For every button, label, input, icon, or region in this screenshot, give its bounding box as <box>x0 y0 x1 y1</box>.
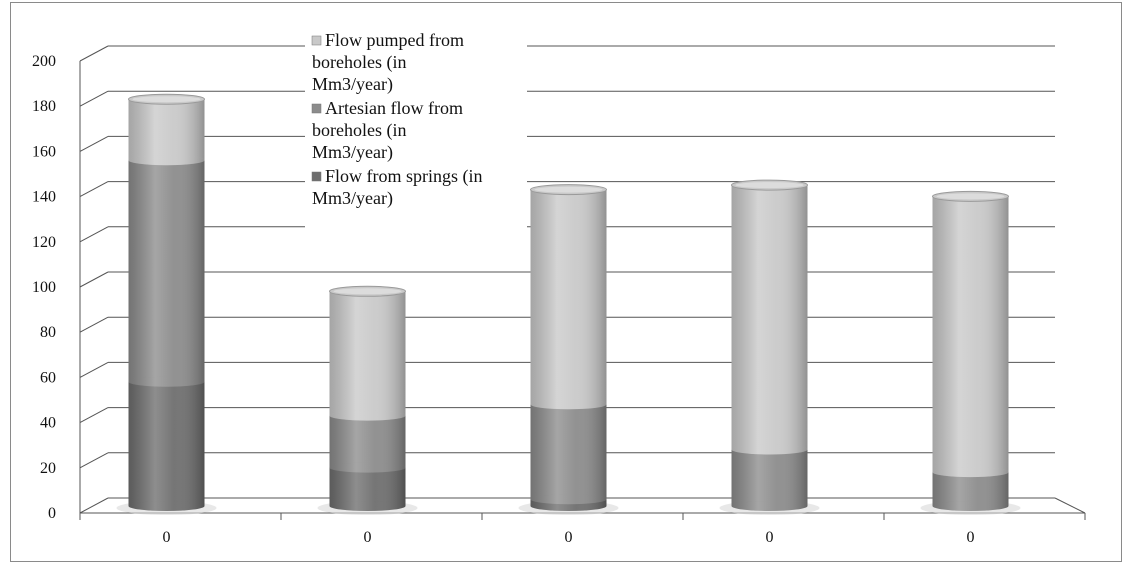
bar-segment-shade <box>530 189 607 405</box>
bar-segment-shade <box>128 160 205 382</box>
floor-right-edge <box>1054 497 1086 514</box>
bar-segment-bottom-shade <box>932 467 1009 478</box>
bar-segment-shade <box>128 99 205 161</box>
wall-gridline <box>79 271 109 288</box>
x-tick-label: 0 <box>565 529 573 546</box>
y-tick-label: 120 <box>32 234 56 251</box>
bar-segment-shade <box>530 404 607 500</box>
bar-top-highlight <box>936 193 1005 200</box>
bar-top-cap <box>128 93 205 105</box>
x-tick-label: 0 <box>364 529 372 546</box>
bar-segment-shade <box>329 415 406 468</box>
bar-segment-bottom-shade <box>128 501 205 511</box>
legend: Flow pumped from boreholes (in Mm3/year)Ar… <box>305 26 527 238</box>
bar-top-cap <box>530 184 607 196</box>
y-tick-label: 200 <box>32 53 56 70</box>
legend-swatch <box>311 103 322 114</box>
wall-gridline <box>79 316 109 333</box>
bar-segment-bottom-shade <box>530 494 607 505</box>
bar-segment-shade <box>128 381 205 506</box>
legend-swatch <box>311 171 322 182</box>
legend-swatch <box>311 35 322 46</box>
bar-stack <box>518 184 619 515</box>
wall-gridline <box>79 90 109 107</box>
y-tick-label: 80 <box>40 324 56 341</box>
bar-stack <box>317 285 418 515</box>
bar-stack <box>920 190 1021 515</box>
legend-item: Artesian flow from boreholes (in Mm3/year) <box>311 98 463 163</box>
bar-segment-shade <box>731 185 808 450</box>
bar-segment-shade <box>329 291 406 416</box>
bar-segment-bottom-shade <box>731 444 808 455</box>
bar-top-cap <box>731 179 808 191</box>
legend-label: Artesian flow from boreholes (in Mm3/year) <box>312 98 463 163</box>
bar-segment-shade <box>932 196 1009 473</box>
bar-segment-bottom-shade <box>530 399 607 410</box>
bar-top-cap <box>932 190 1009 202</box>
legend-label: Flow pumped from boreholes (in Mm3/year) <box>312 30 464 95</box>
bar-segment-bottom-shade <box>932 501 1009 511</box>
bar-top-highlight <box>735 182 804 189</box>
x-tick-label: 0 <box>766 529 774 546</box>
x-tick-label: 0 <box>163 529 171 546</box>
wall-gridline <box>79 226 109 243</box>
y-tick-label: 60 <box>40 369 56 386</box>
y-tick-label: 100 <box>32 279 56 296</box>
bar-segment-shade <box>932 472 1009 506</box>
bar-segment-bottom-shade <box>731 501 808 511</box>
bar-top-highlight <box>534 186 603 193</box>
bar-segment-bottom-shade <box>128 376 205 387</box>
y-tick-label: 40 <box>40 415 56 432</box>
y-tick-label: 160 <box>32 143 56 160</box>
bar-segment-bottom-shade <box>329 462 406 473</box>
y-tick-label: 140 <box>32 189 56 206</box>
wall-gridline <box>79 181 109 198</box>
wall-gridline <box>79 361 109 378</box>
y-tick-label: 20 <box>40 460 56 477</box>
bar-top-highlight <box>132 96 201 103</box>
bar-segment-shade <box>731 449 808 506</box>
bar-segment-bottom-shade <box>329 410 406 421</box>
wall-gridline <box>79 407 109 424</box>
bar-segment-shade <box>329 467 406 506</box>
wall-gridline <box>79 135 109 152</box>
y-tick-label: 180 <box>32 98 56 115</box>
x-tick-label: 0 <box>967 529 975 546</box>
legend-item: Flow pumped from boreholes (in Mm3/year) <box>311 30 464 95</box>
bar-top-highlight <box>333 288 402 295</box>
wall-gridline <box>79 452 109 469</box>
legend-background <box>305 26 527 238</box>
bar-segment-bottom-shade <box>128 155 205 166</box>
bar-top-cap <box>329 285 406 297</box>
legend-label: Flow from springs (in Mm3/year) <box>312 166 483 209</box>
wall-gridline <box>79 497 109 514</box>
bar-segment-bottom-shade <box>329 501 406 511</box>
legend-item: Flow from springs (in Mm3/year) <box>311 166 483 209</box>
bar-stack <box>719 179 820 515</box>
wall-gridline <box>79 45 109 62</box>
bar-stack <box>116 93 217 515</box>
bars <box>116 93 1021 515</box>
y-tick-label: 0 <box>48 505 56 522</box>
